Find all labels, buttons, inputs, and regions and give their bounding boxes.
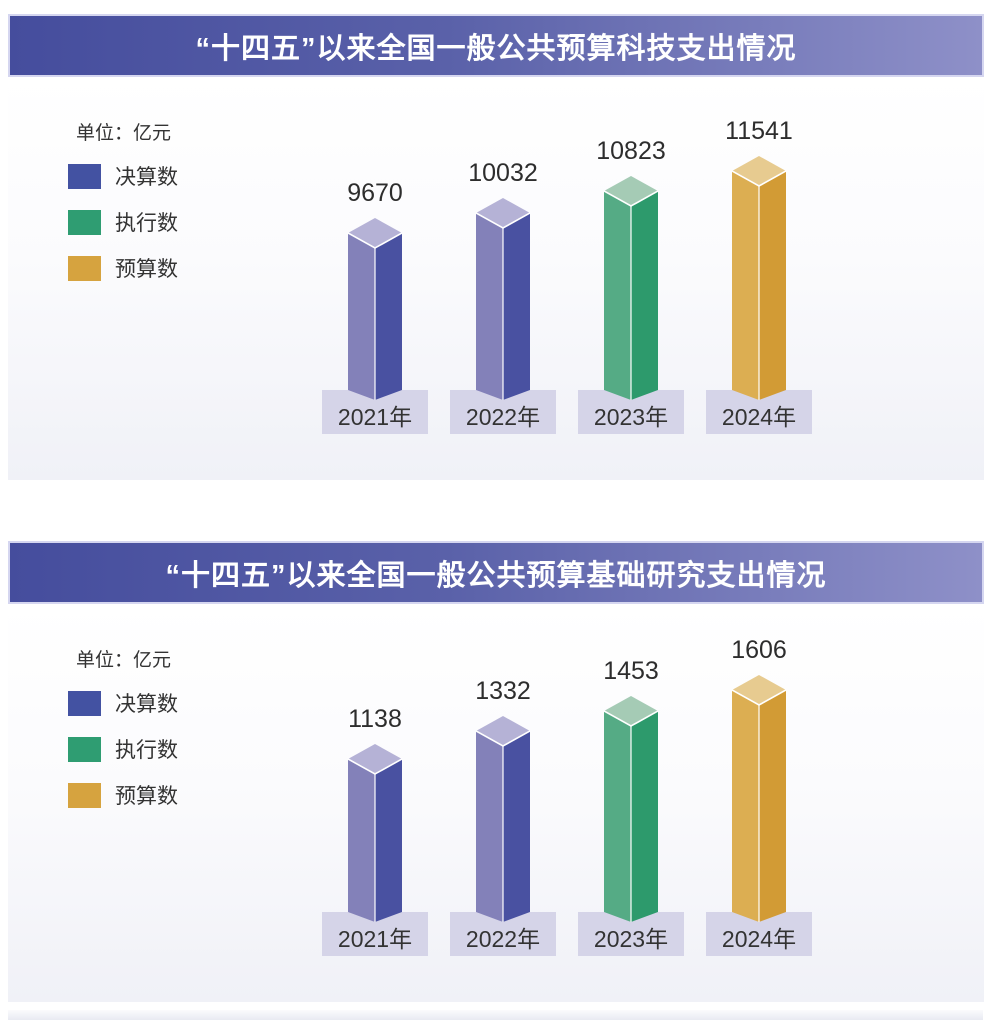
- bar-left-face: [348, 759, 375, 922]
- bars-row: 1138 2021年 1332 2022年 1453 2023年 1606 2024年: [322, 637, 812, 956]
- legend-swatch-budget: [68, 255, 101, 281]
- chart-title: “十四五”以来全国一般公共预算基础研究支出情况: [165, 559, 827, 592]
- bar-prism: [348, 218, 402, 400]
- bar-right-face: [503, 731, 530, 922]
- year-label-box: 2024年: [706, 390, 812, 434]
- bar-value-label: 1332: [475, 677, 531, 705]
- legend-item-final-accounts: 决算数: [68, 688, 178, 718]
- legend-label: 预算数: [115, 258, 178, 281]
- chart-plot-area: 单位：亿元 决算数 执行数 预算数 9670 2021年 10032 2022年 108…: [8, 77, 984, 480]
- legend-item-execution: 执行数: [68, 207, 178, 237]
- legend-swatch-final-accounts: [68, 690, 101, 716]
- bar-prism: [604, 176, 658, 400]
- unit-label: 单位：亿元: [76, 650, 172, 671]
- legend-item-final-accounts: 决算数: [68, 161, 178, 191]
- bar-column: 1453 2023年: [578, 658, 684, 956]
- bar-prism: [348, 744, 402, 922]
- year-label-box: 2023年: [578, 912, 684, 956]
- chart-panel-tech-spending: “十四五”以来全国一般公共预算科技支出情况 单位：亿元 决算数 执行数 预算数 …: [8, 14, 984, 480]
- bar-prism: [604, 696, 658, 922]
- legend-item-execution: 执行数: [68, 734, 178, 764]
- bar-right-face: [631, 711, 658, 922]
- bar-prism: [476, 716, 530, 922]
- bar-right-face: [375, 759, 402, 922]
- bar-prism: [732, 156, 786, 400]
- bar-column: 11541 2024年: [706, 118, 812, 434]
- legend-swatch-execution: [68, 736, 101, 762]
- chart-title-bar: “十四五”以来全国一般公共预算基础研究支出情况: [8, 541, 984, 604]
- bar-left-face: [604, 711, 631, 922]
- bar-right-face: [375, 233, 402, 400]
- bar-right-face: [503, 213, 530, 400]
- bar-column: 1138 2021年: [322, 706, 428, 956]
- legend-swatch-final-accounts: [68, 163, 101, 189]
- bar-value-label: 11541: [725, 117, 793, 145]
- chart-title-bar: “十四五”以来全国一般公共预算科技支出情况: [8, 14, 984, 77]
- legend-label: 执行数: [115, 739, 178, 762]
- bar-value-label: 1453: [603, 657, 659, 685]
- legend-item-budget: 预算数: [68, 253, 178, 283]
- bar-value-label: 9670: [347, 179, 403, 207]
- legend-label: 决算数: [115, 166, 178, 189]
- legend-swatch-budget: [68, 782, 101, 808]
- bar-right-face: [759, 690, 786, 922]
- bar-column: 10823 2023年: [578, 138, 684, 434]
- year-label-box: 2021年: [322, 390, 428, 434]
- next-panel-edge-strip: [8, 1010, 983, 1020]
- chart-title: “十四五”以来全国一般公共预算科技支出情况: [195, 32, 797, 65]
- bar-left-face: [348, 233, 375, 400]
- chart-legend: 单位：亿元 决算数 执行数 预算数: [68, 650, 178, 810]
- bar-value-label: 10823: [596, 137, 666, 165]
- bar-left-face: [732, 690, 759, 922]
- bar-left-face: [732, 171, 759, 400]
- unit-label: 单位：亿元: [76, 123, 172, 144]
- bar-left-face: [604, 191, 631, 400]
- legend-item-budget: 预算数: [68, 780, 178, 810]
- legend-label: 预算数: [115, 785, 178, 808]
- legend-label: 决算数: [115, 693, 178, 716]
- bar-column: 9670 2021年: [322, 180, 428, 434]
- bar-value-label: 1606: [731, 636, 787, 664]
- bar-right-face: [759, 171, 786, 400]
- bar-prism: [732, 675, 786, 922]
- bar-column: 10032 2022年: [450, 160, 556, 434]
- bar-left-face: [476, 731, 503, 922]
- bar-left-face: [476, 213, 503, 400]
- chart-panel-basic-research-spending: “十四五”以来全国一般公共预算基础研究支出情况 单位：亿元 决算数 执行数 预算…: [8, 541, 984, 1002]
- chart-legend: 单位：亿元 决算数 执行数 预算数: [68, 123, 178, 283]
- chart-plot-area: 单位：亿元 决算数 执行数 预算数 1138 2021年 1332 2022年 1453…: [8, 604, 984, 1002]
- bar-prism: [476, 198, 530, 400]
- bar-right-face: [631, 191, 658, 400]
- year-label-box: 2022年: [450, 912, 556, 956]
- bars-row: 9670 2021年 10032 2022年 10823 2023年 11541 2024年: [322, 118, 812, 434]
- bar-column: 1606 2024年: [706, 637, 812, 956]
- bar-value-label: 1138: [348, 705, 402, 733]
- bar-value-label: 10032: [468, 159, 538, 187]
- legend-swatch-execution: [68, 209, 101, 235]
- legend-label: 执行数: [115, 212, 178, 235]
- bar-column: 1332 2022年: [450, 678, 556, 956]
